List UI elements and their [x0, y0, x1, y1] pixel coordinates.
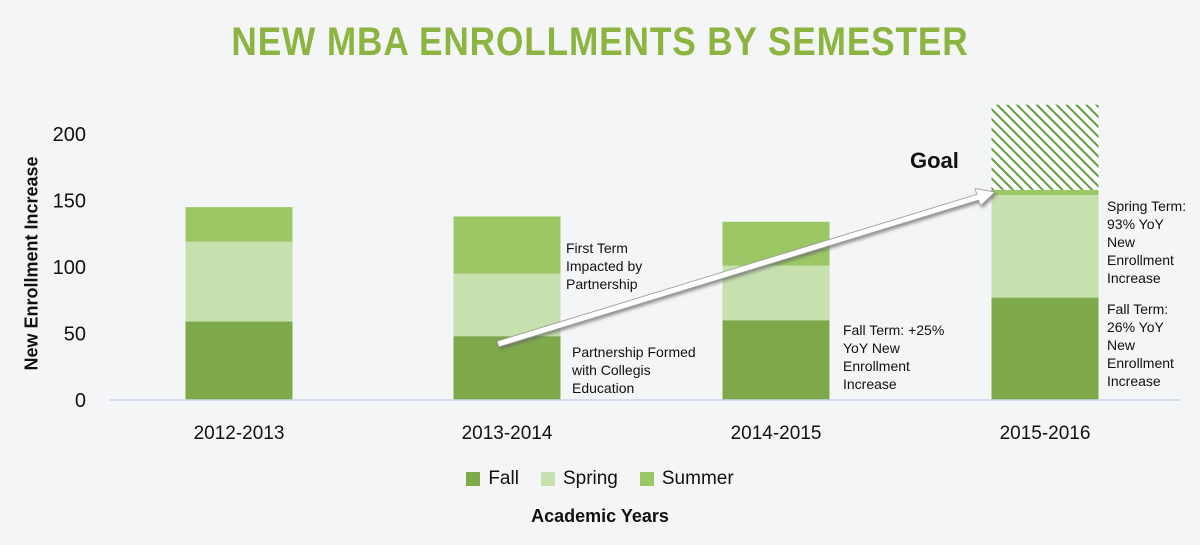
- legend-item-fall: Fall: [466, 468, 519, 490]
- legend-label-fall: Fall: [488, 468, 519, 489]
- bar-fall-2015-2016: [991, 297, 1099, 400]
- bar-spring-2012-2013: [185, 241, 293, 322]
- bar-summer-2012-2013: [185, 207, 293, 242]
- legend-swatch-summer: [639, 472, 654, 486]
- x-axis-label: Academic Years: [531, 506, 669, 526]
- x-tick-label-2014-2015: 2014-2015: [731, 423, 822, 444]
- legend-item-summer: Summer: [639, 468, 734, 490]
- y-tick-label-150: 150: [53, 191, 86, 213]
- bar-summer-2015-2016: [991, 189, 1099, 196]
- x-tick-label-2015-2016: 2015-2016: [1000, 423, 1091, 444]
- legend-item-spring: Spring: [540, 468, 618, 490]
- annotation-partnership: Partnership Formed with Collegis Educati…: [572, 344, 696, 396]
- y-tick-label-200: 200: [53, 124, 86, 146]
- annotation-fall-2015: Fall Term: 26% YoY New Enrollment Increa…: [1107, 301, 1174, 389]
- bar-spring-2013-2014: [453, 273, 561, 337]
- legend-label-spring: Spring: [562, 468, 618, 489]
- y-tick-label-0: 0: [75, 390, 86, 412]
- bar-fall-2013-2014: [453, 336, 561, 400]
- legend-label-summer: Summer: [661, 468, 734, 489]
- chart-title: NEW MBA ENROLLMENTS BY SEMESTER: [231, 20, 969, 64]
- x-tick-label-2012-2013: 2012-2013: [194, 423, 285, 444]
- y-tick-label-50: 50: [64, 324, 86, 346]
- annotation-fall-2014: Fall Term: +25% YoY New Enrollment Incre…: [843, 322, 945, 392]
- bar-goal-2015-2016: [991, 104, 1099, 190]
- bar-fall-2014-2015: [722, 320, 830, 400]
- goal-label: Goal: [910, 148, 959, 173]
- legend: Fall Spring Summer: [0, 468, 1200, 490]
- legend-swatch-spring: [540, 472, 555, 486]
- trend-arrow: [496, 188, 996, 348]
- annotation-first-term: First Term Impacted by Partnership: [566, 240, 643, 292]
- bar-spring-2014-2015: [722, 265, 830, 321]
- bar-spring-2015-2016: [991, 195, 1099, 298]
- legend-swatch-fall: [466, 472, 481, 486]
- bar-fall-2012-2013: [185, 321, 293, 400]
- bar-summer-2013-2014: [453, 216, 561, 274]
- y-axis-label: New Enrollment Increase: [21, 156, 42, 371]
- annotation-spring-2015: Spring Term: 93% YoY New Enrollment Incr…: [1107, 198, 1187, 286]
- y-tick-label-100: 100: [53, 257, 86, 279]
- x-tick-label-2013-2014: 2013-2014: [462, 423, 553, 444]
